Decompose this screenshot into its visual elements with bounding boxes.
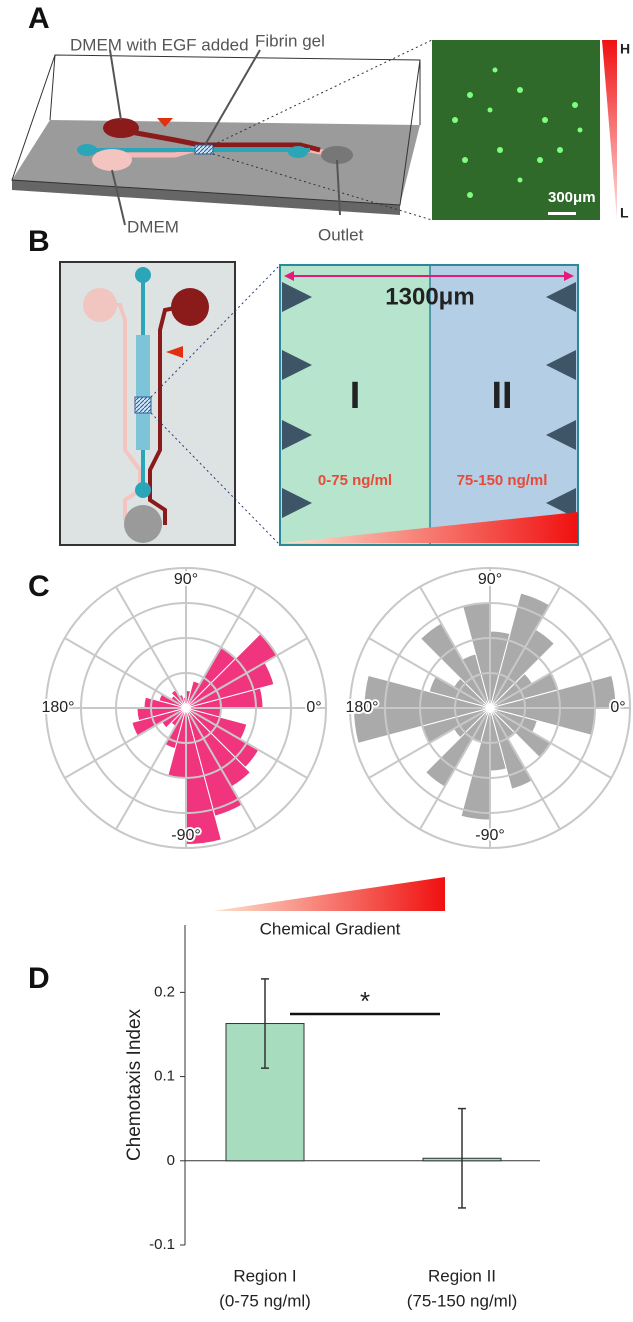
region-label: II <box>491 375 512 417</box>
concentration-label: 75-150 ng/ml <box>457 472 548 489</box>
angle-tick-label: -90° <box>171 827 201 844</box>
panel-label: B <box>28 225 50 258</box>
y-tick-label: 0 <box>167 1152 175 1169</box>
y-tick-label: -0.1 <box>149 1236 175 1253</box>
angle-tick-label: 90° <box>478 571 502 588</box>
panel-label: C <box>28 570 50 603</box>
label-gel: Fibrin gel <box>255 31 325 50</box>
x-tick-label: Region II <box>428 1266 496 1285</box>
y-axis-label: Chemotaxis Index <box>124 1008 145 1161</box>
concentration-label: 0-75 ng/ml <box>318 472 392 489</box>
angle-tick-label: 180° <box>41 699 74 716</box>
label-dmem: DMEM <box>127 217 179 236</box>
label-egf: DMEM with EGF added <box>70 35 249 54</box>
figure: A DMEM with EGF added Fibrin gel DMEM Ou… <box>0 0 633 1322</box>
label-high: H <box>620 41 630 57</box>
label-outlet: Outlet <box>318 225 364 244</box>
angle-tick-label: 0° <box>610 699 625 716</box>
angle-tick-label: 0° <box>306 699 321 716</box>
scale-bar-label: 300μm <box>548 189 596 206</box>
x-tick-label: Region I <box>233 1266 296 1285</box>
panel-label: D <box>28 962 50 995</box>
gradient-wedge <box>213 877 445 911</box>
width-label: 1300μm <box>385 283 474 310</box>
significance-mark: * <box>360 986 370 1016</box>
label-low: L <box>620 205 629 221</box>
angle-tick-label: 90° <box>174 571 198 588</box>
y-tick-label: 0.1 <box>154 1068 175 1085</box>
chip-3d <box>12 40 617 225</box>
region-label: I <box>350 375 361 417</box>
x-tick-sublabel: (0-75 ng/ml) <box>219 1291 311 1310</box>
angle-tick-label: -90° <box>475 827 505 844</box>
y-tick-label: 0.2 <box>154 983 175 1000</box>
page: A DMEM with EGF added Fibrin gel DMEM Ou… <box>0 0 633 1322</box>
panel-label: A <box>28 2 50 35</box>
angle-tick-label: 180° <box>345 699 378 716</box>
gradient-label: Chemical Gradient <box>260 919 401 938</box>
x-tick-sublabel: (75-150 ng/ml) <box>407 1291 518 1310</box>
